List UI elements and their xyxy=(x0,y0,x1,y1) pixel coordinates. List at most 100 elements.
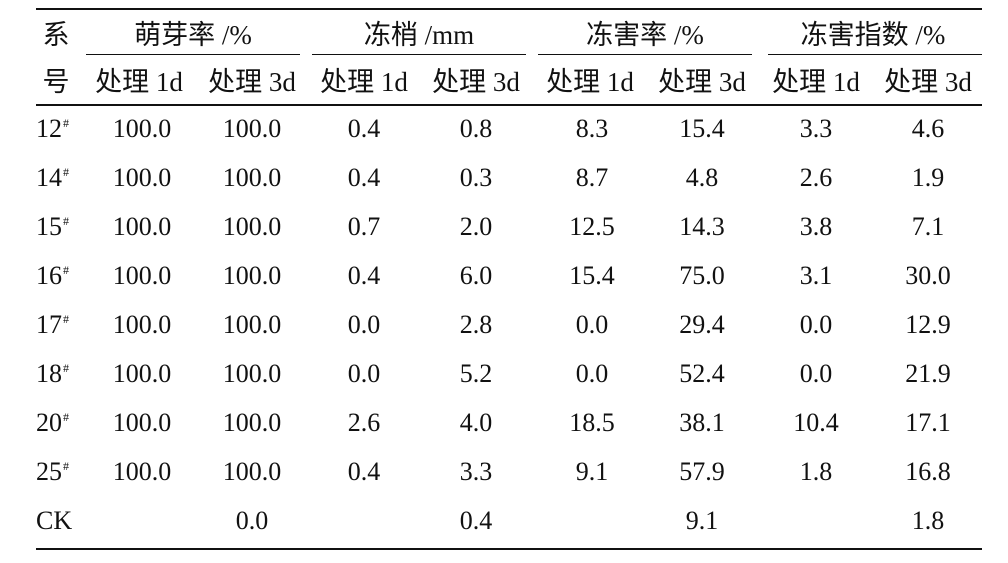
table-row: 25# 100.0 100.0 0.4 3.3 9.1 57.9 1.8 16.8 xyxy=(36,447,982,496)
row-id-text: 12 xyxy=(36,113,62,143)
table-cell: 0.3 xyxy=(459,162,493,192)
table-cell: 100.0 xyxy=(222,162,282,192)
header-sub: 处理 1d xyxy=(95,67,183,97)
header-group-frozen-shoot: 冻梢 /mm xyxy=(363,20,475,50)
table-cell: 2.6 xyxy=(799,162,833,192)
table-cell: 0.0 xyxy=(347,358,381,388)
table-cell: 9.1 xyxy=(575,456,609,486)
table-cell: 100.0 xyxy=(112,358,172,388)
table-cell: 10.4 xyxy=(793,407,839,437)
row-id: 16# xyxy=(36,261,84,291)
table-cell: 30.0 xyxy=(905,260,951,290)
table-row: 16# 100.0 100.0 0.4 6.0 15.4 75.0 3.1 30.0 xyxy=(36,251,982,300)
header-row-treatments: 号 处理 1d 处理 3d 处理 1d 处理 3d 处理 1d 处理 3d 处理… xyxy=(36,55,982,104)
header-sub: 处理 1d xyxy=(772,67,860,97)
row-id-text: 25 xyxy=(36,456,62,486)
table-cell: 4.0 xyxy=(459,407,493,437)
table-cell: 4.6 xyxy=(911,113,945,143)
header-row-groups: 系 萌芽率 /% 冻梢 /mm 冻害率 /% 冻害指数 /% xyxy=(36,8,982,57)
group-underline xyxy=(86,54,300,56)
table-cell: 3.1 xyxy=(799,260,833,290)
row-id-text: 17 xyxy=(36,309,62,339)
group-underline xyxy=(538,54,752,56)
bottom-rule xyxy=(36,548,982,550)
header-sub: 处理 3d xyxy=(658,67,746,97)
table-cell: 21.9 xyxy=(905,358,951,388)
table-row: 20# 100.0 100.0 2.6 4.0 18.5 38.1 10.4 17.1 xyxy=(36,398,982,447)
table-cell: 5.2 xyxy=(459,358,493,388)
row-id: 17# xyxy=(36,310,84,340)
table-cell: 100.0 xyxy=(222,407,282,437)
table-cell: 100.0 xyxy=(112,113,172,143)
table-cell: 17.1 xyxy=(905,407,951,437)
table-cell: 1.9 xyxy=(911,162,945,192)
table-cell: 75.0 xyxy=(679,260,725,290)
row-id: 15# xyxy=(36,212,84,242)
header-group-freeze-index: 冻害指数 /% xyxy=(800,20,946,50)
table-cell: 57.9 xyxy=(679,456,725,486)
table-cell: 8.3 xyxy=(575,113,609,143)
table-cell: 38.1 xyxy=(679,407,725,437)
row-id: 12# xyxy=(36,114,84,144)
table-cell: 18.5 xyxy=(569,407,615,437)
header-rule xyxy=(36,104,982,106)
table-cell: 0.0 xyxy=(235,505,269,535)
table-cell: 0.0 xyxy=(575,358,609,388)
header-id-top: 系 xyxy=(42,20,70,50)
table-cell: 4.8 xyxy=(685,162,719,192)
row-id-mark: # xyxy=(63,360,69,375)
row-id-mark: # xyxy=(63,458,69,473)
table-cell: 0.8 xyxy=(459,113,493,143)
top-rule xyxy=(36,8,982,10)
row-id: 14# xyxy=(36,163,84,193)
table-cell: 100.0 xyxy=(112,456,172,486)
table-row: 17# 100.0 100.0 0.0 2.8 0.0 29.4 0.0 12.9 xyxy=(36,300,982,349)
table-cell: 100.0 xyxy=(112,309,172,339)
row-id-mark: # xyxy=(63,311,69,326)
table-cell: 7.1 xyxy=(911,211,945,241)
table-cell: 1.8 xyxy=(911,505,945,535)
row-id-text: 15 xyxy=(36,211,62,241)
table-cell: 100.0 xyxy=(222,211,282,241)
table-cell: 9.1 xyxy=(685,505,719,535)
table-cell: 29.4 xyxy=(679,309,725,339)
table-cell: 3.3 xyxy=(799,113,833,143)
table-cell: 0.7 xyxy=(347,211,381,241)
table-cell: 100.0 xyxy=(222,260,282,290)
row-id-text: 14 xyxy=(36,162,62,192)
table-row: 15# 100.0 100.0 0.7 2.0 12.5 14.3 3.8 7.1 xyxy=(36,202,982,251)
group-underline xyxy=(768,54,982,56)
table-cell: 15.4 xyxy=(569,260,615,290)
row-id: 25# xyxy=(36,457,84,487)
row-id-mark: # xyxy=(63,262,69,277)
table-cell: 52.4 xyxy=(679,358,725,388)
table-cell: 100.0 xyxy=(112,211,172,241)
row-id-text: 20 xyxy=(36,407,62,437)
table-row: 12# 100.0 100.0 0.4 0.8 8.3 15.4 3.3 4.6 xyxy=(36,104,982,153)
table-cell: 0.4 xyxy=(347,260,381,290)
table-row: 18# 100.0 100.0 0.0 5.2 0.0 52.4 0.0 21.9 xyxy=(36,349,982,398)
table-cell: 16.8 xyxy=(905,456,951,486)
row-id: 18# xyxy=(36,359,84,389)
row-id-mark: # xyxy=(63,213,69,228)
header-sub: 处理 3d xyxy=(432,67,520,97)
table-cell: 0.0 xyxy=(799,309,833,339)
table-row: CK 0.0 0.4 9.1 1.8 xyxy=(36,496,982,545)
header-id-bottom: 号 xyxy=(42,67,70,97)
table-cell: 100.0 xyxy=(222,309,282,339)
row-id-text: CK xyxy=(36,505,73,535)
table-row: 14# 100.0 100.0 0.4 0.3 8.7 4.8 2.6 1.9 xyxy=(36,153,982,202)
table-cell: 12.5 xyxy=(569,211,615,241)
table-cell: 0.0 xyxy=(347,309,381,339)
row-id-mark: # xyxy=(63,409,69,424)
table-cell: 6.0 xyxy=(459,260,493,290)
table-cell: 2.6 xyxy=(347,407,381,437)
row-id-text: 16 xyxy=(36,260,62,290)
table-cell: 8.7 xyxy=(575,162,609,192)
row-id-mark: # xyxy=(63,115,69,130)
table-cell: 100.0 xyxy=(222,456,282,486)
table-cell: 100.0 xyxy=(112,260,172,290)
table-cell: 100.0 xyxy=(112,162,172,192)
row-id-text: 18 xyxy=(36,358,62,388)
table-cell: 0.4 xyxy=(347,162,381,192)
